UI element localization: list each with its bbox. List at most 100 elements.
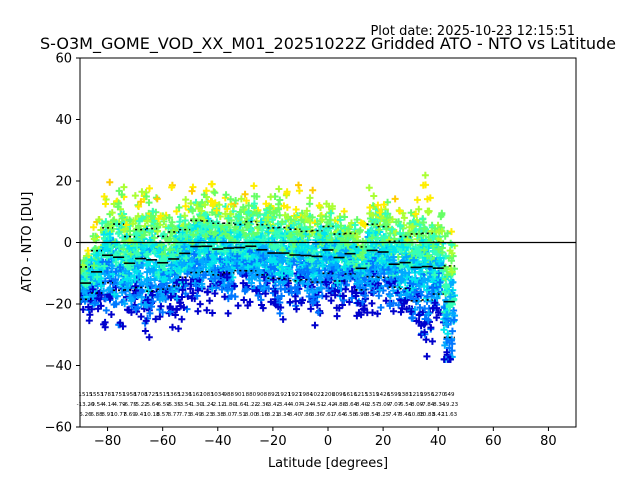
data-point (177, 299, 185, 307)
data-point (141, 327, 149, 335)
data-point (336, 242, 344, 250)
data-point (345, 232, 353, 240)
x-tick-label: −20 (259, 434, 286, 449)
x-tick-label: 0 (324, 434, 332, 449)
bin-stat-mean: -19.23 (440, 402, 458, 408)
data-point (118, 191, 126, 199)
data-point (132, 305, 140, 313)
data-point (149, 298, 157, 306)
data-point (166, 276, 174, 284)
data-point (97, 275, 105, 283)
data-point (339, 292, 347, 300)
data-point (175, 203, 183, 211)
data-point (322, 278, 330, 286)
data-point (348, 294, 356, 302)
data-point (277, 225, 285, 233)
data-point (318, 273, 326, 281)
scatter-points (80, 171, 459, 363)
data-point (138, 293, 146, 301)
data-point (244, 302, 252, 310)
data-point (104, 220, 112, 228)
data-point (177, 232, 185, 240)
data-point (137, 313, 145, 321)
data-point (253, 286, 261, 294)
data-point (303, 207, 311, 215)
data-point (378, 257, 386, 265)
data-point (279, 315, 287, 323)
data-point (178, 315, 186, 323)
data-point (370, 192, 378, 200)
data-point (382, 210, 390, 218)
data-point (359, 242, 367, 250)
data-point (223, 270, 231, 278)
data-point (409, 256, 417, 264)
x-axis-label: Latitude [degrees] (268, 456, 388, 471)
data-point (88, 305, 96, 313)
data-point (210, 188, 218, 196)
data-point (377, 268, 385, 276)
data-point (422, 336, 430, 344)
data-point (413, 196, 421, 204)
data-point (243, 252, 251, 260)
data-point (211, 257, 219, 265)
data-point (298, 277, 306, 285)
data-point (262, 277, 270, 285)
data-point (370, 288, 378, 296)
data-point (233, 252, 241, 260)
data-point (328, 205, 336, 213)
bin-statistics: 1515-13.205.261553-9.546.881781-4.148.91… (77, 392, 459, 418)
data-point (124, 263, 132, 271)
data-point (257, 301, 265, 309)
data-point (206, 297, 214, 305)
data-point (378, 247, 386, 255)
data-point (199, 271, 207, 279)
data-point (268, 250, 276, 258)
data-point (102, 200, 110, 208)
data-point (194, 307, 202, 315)
data-point (134, 222, 142, 230)
data-point (173, 207, 181, 215)
data-point (102, 306, 110, 314)
data-point (127, 250, 135, 258)
data-point (201, 201, 209, 209)
data-point (101, 318, 109, 326)
data-point (368, 299, 376, 307)
data-point (254, 291, 262, 299)
data-point (377, 303, 385, 311)
data-point (202, 223, 210, 231)
data-point (313, 301, 321, 309)
data-point (91, 299, 99, 307)
data-point (412, 210, 420, 218)
data-point (417, 288, 425, 296)
data-point (193, 292, 201, 300)
data-point (142, 317, 150, 325)
data-point (356, 284, 364, 292)
data-point (157, 302, 165, 310)
data-point (242, 197, 250, 205)
data-point (266, 204, 274, 212)
data-point (143, 301, 151, 309)
data-point (278, 218, 286, 226)
bin-stat-n: 901 (235, 392, 246, 398)
data-point (313, 287, 321, 295)
data-point (348, 219, 356, 227)
data-point (168, 261, 176, 269)
data-point (306, 218, 314, 226)
data-point (388, 215, 396, 223)
data-point (179, 228, 187, 236)
data-point (315, 202, 323, 210)
data-point (109, 225, 117, 233)
data-point (186, 222, 194, 230)
data-point (101, 277, 109, 285)
data-point (345, 298, 353, 306)
data-point (330, 272, 338, 280)
bin-stat-n: 649 (444, 392, 455, 398)
data-point (136, 217, 144, 225)
data-point (400, 214, 408, 222)
data-point (243, 219, 251, 227)
data-point (92, 251, 100, 259)
data-point (314, 220, 322, 228)
data-point (109, 217, 117, 225)
data-point (180, 243, 188, 251)
data-point (145, 199, 153, 207)
